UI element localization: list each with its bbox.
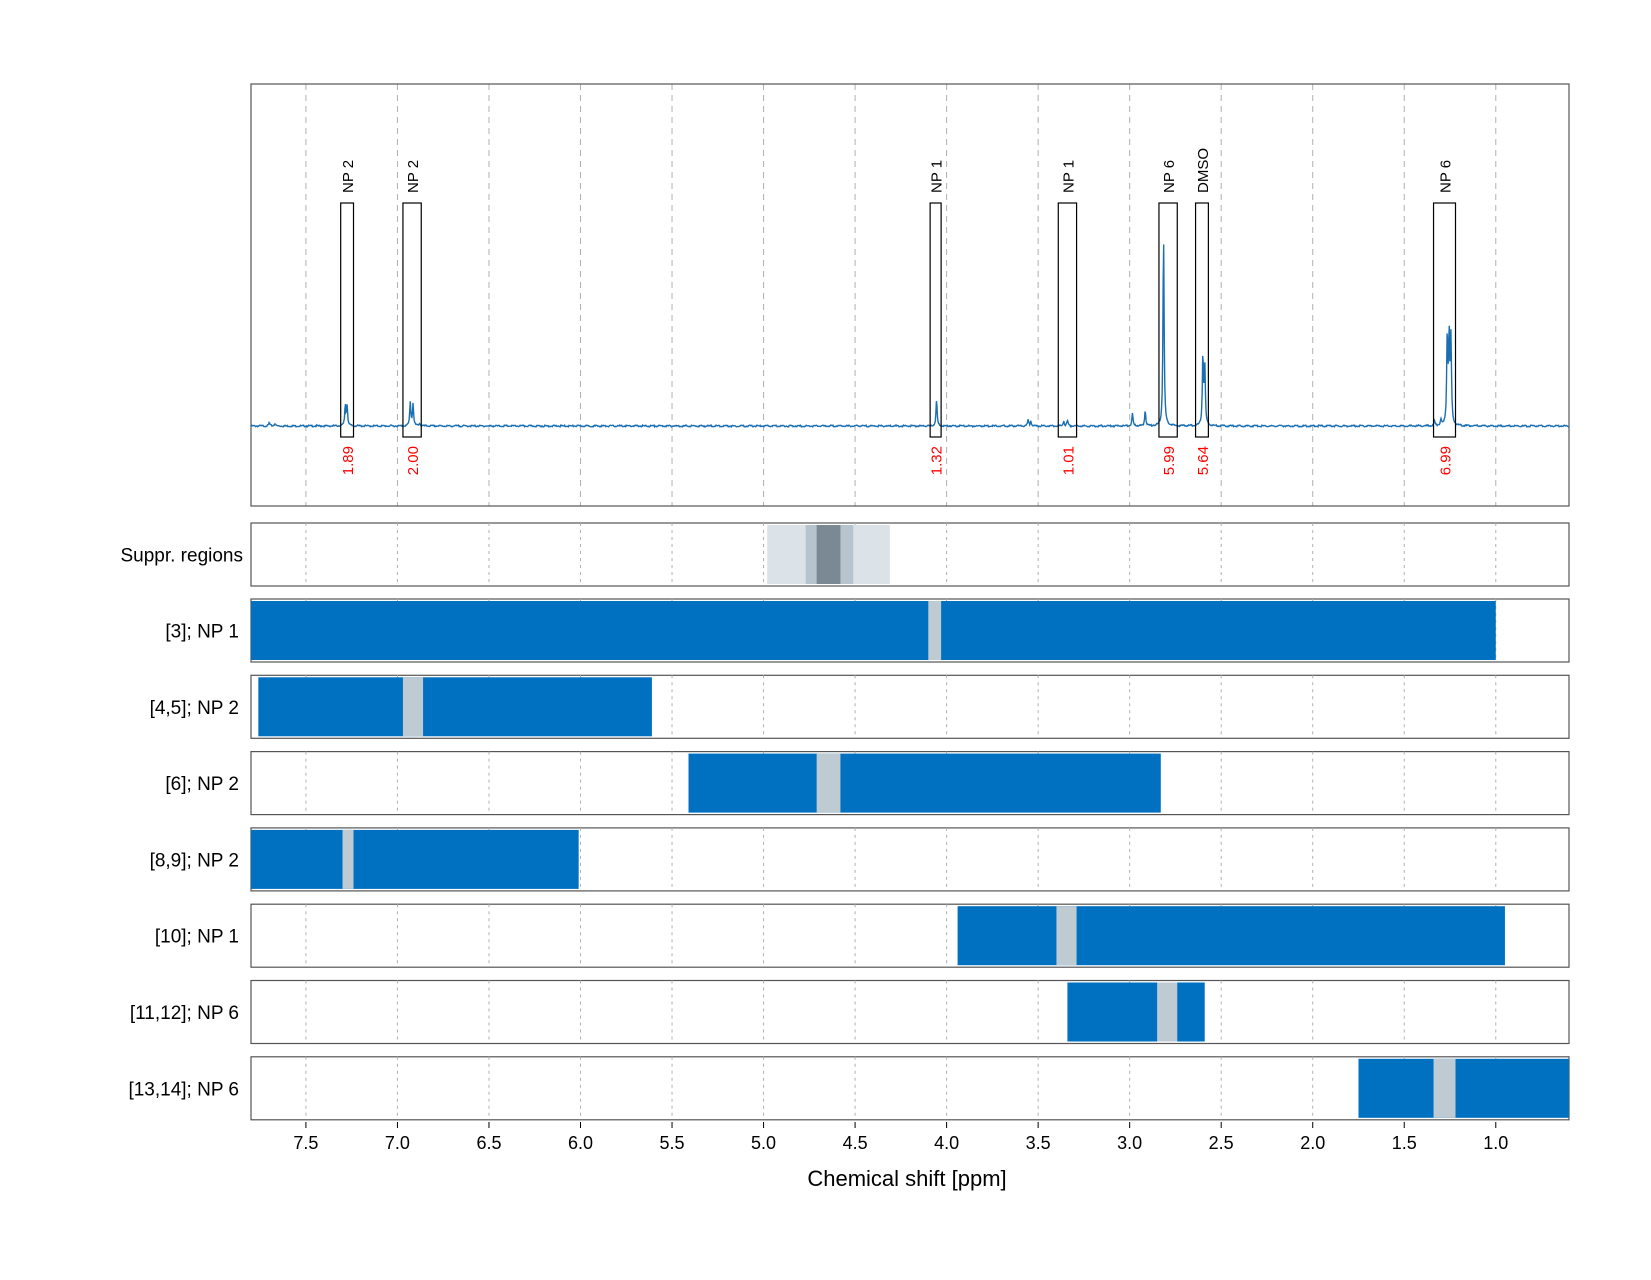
peak-label: NP 6	[1161, 160, 1178, 193]
peak-integral: 1.89	[340, 446, 357, 475]
peak-box	[402, 202, 422, 438]
x-axis: Chemical shift [ppm] 7.5 7.0 6.5 6.0 5.5 5.0 4…	[293, 1122, 1508, 1191]
track-frame	[250, 979, 1570, 1045]
track-label: [3]; NP 1	[165, 622, 239, 643]
peak-label: NP 6	[1438, 160, 1455, 193]
spectrum-frame	[250, 83, 1570, 507]
track-label: [4,5]; NP 2	[150, 698, 239, 719]
grid-lines	[305, 84, 1497, 1120]
peak-box	[1194, 202, 1209, 438]
x-tick-label: 4.0	[934, 1133, 959, 1153]
track-frame	[250, 1056, 1570, 1121]
track-bar	[1067, 982, 1205, 1042]
track-gap	[1056, 906, 1077, 966]
track-gap	[1157, 982, 1178, 1042]
track-label: [13,14]; NP 6	[128, 1079, 239, 1100]
x-tick-label: 3.5	[1026, 1133, 1051, 1153]
track-bar	[688, 753, 1161, 813]
track: [10]; NP 1	[155, 903, 1570, 968]
peak-label: NP 2	[405, 160, 422, 193]
track-label: [8,9]; NP 2	[150, 850, 239, 871]
suppression-panel: Suppr. regions	[120, 522, 1570, 587]
peak-label: NP 2	[340, 160, 357, 193]
suppression-frame	[250, 522, 1570, 587]
peak-box	[929, 202, 942, 438]
track: [3]; NP 1	[165, 598, 1570, 663]
track-panels: [3]; NP 1 [4,5]; NP 2 [6]; NP 2 [8,9]; NP 2…	[128, 598, 1570, 1121]
peak-integral: 1.01	[1060, 446, 1077, 475]
track-bar	[251, 829, 579, 889]
x-tick-label: 5.0	[751, 1133, 776, 1153]
peak-integral: 2.00	[405, 446, 422, 475]
peak-box	[340, 202, 355, 438]
x-axis-title: Chemical shift [ppm]	[807, 1166, 1006, 1191]
x-tick-label: 5.5	[660, 1133, 685, 1153]
track-bar	[957, 906, 1505, 966]
track-bar	[258, 677, 652, 737]
track-label: [11,12]; NP 6	[130, 1003, 239, 1024]
x-tick-label: 6.5	[476, 1133, 501, 1153]
track: [13,14]; NP 6	[128, 1056, 1570, 1121]
track: [4,5]; NP 2	[150, 674, 1570, 739]
x-tick-label: 1.5	[1392, 1133, 1417, 1153]
suppression-band	[816, 525, 841, 584]
track-bar	[251, 601, 1496, 660]
track-gap	[342, 829, 354, 889]
track-label: [6]; NP 2	[165, 774, 239, 795]
x-tick-label: 2.5	[1209, 1133, 1234, 1153]
x-tick-label: 7.5	[293, 1133, 318, 1153]
peak-integral: 5.99	[1161, 446, 1178, 475]
peak-integral: 5.64	[1195, 446, 1212, 475]
suppression-label: Suppr. regions	[120, 546, 243, 567]
track-gap	[928, 601, 942, 660]
x-tick-label: 7.0	[385, 1133, 410, 1153]
x-tick-label: 1.0	[1483, 1133, 1508, 1153]
x-tick-label: 6.0	[568, 1133, 593, 1153]
track-gap	[816, 753, 841, 813]
track: [6]; NP 2	[165, 750, 1570, 816]
peak-integral: 1.32	[929, 446, 946, 475]
track-label: [10]; NP 1	[155, 927, 239, 948]
x-tick-label: 2.0	[1300, 1133, 1325, 1153]
track: [8,9]; NP 2	[150, 827, 1570, 892]
peak-label: DMSO	[1195, 148, 1212, 193]
peak-label: NP 1	[929, 160, 946, 193]
x-tick-label: 3.0	[1117, 1133, 1142, 1153]
peak-integral: 6.99	[1438, 446, 1455, 475]
peak-box	[1057, 202, 1078, 438]
peak-label: NP 1	[1060, 160, 1077, 193]
track-gap	[1433, 1058, 1456, 1118]
peak-box	[1432, 202, 1457, 438]
track-bar	[1358, 1058, 1569, 1118]
x-tick-label: 4.5	[843, 1133, 868, 1153]
peak-box	[1158, 202, 1178, 438]
track-gap	[402, 677, 424, 737]
spectrum-line	[250, 244, 1570, 429]
track: [11,12]; NP 6	[130, 979, 1570, 1045]
spectrum-panel: NP 2 1.89 NP 2 2.00 NP 1 1.32 NP 1 1.01 NP 6 5.99…	[250, 83, 1570, 507]
